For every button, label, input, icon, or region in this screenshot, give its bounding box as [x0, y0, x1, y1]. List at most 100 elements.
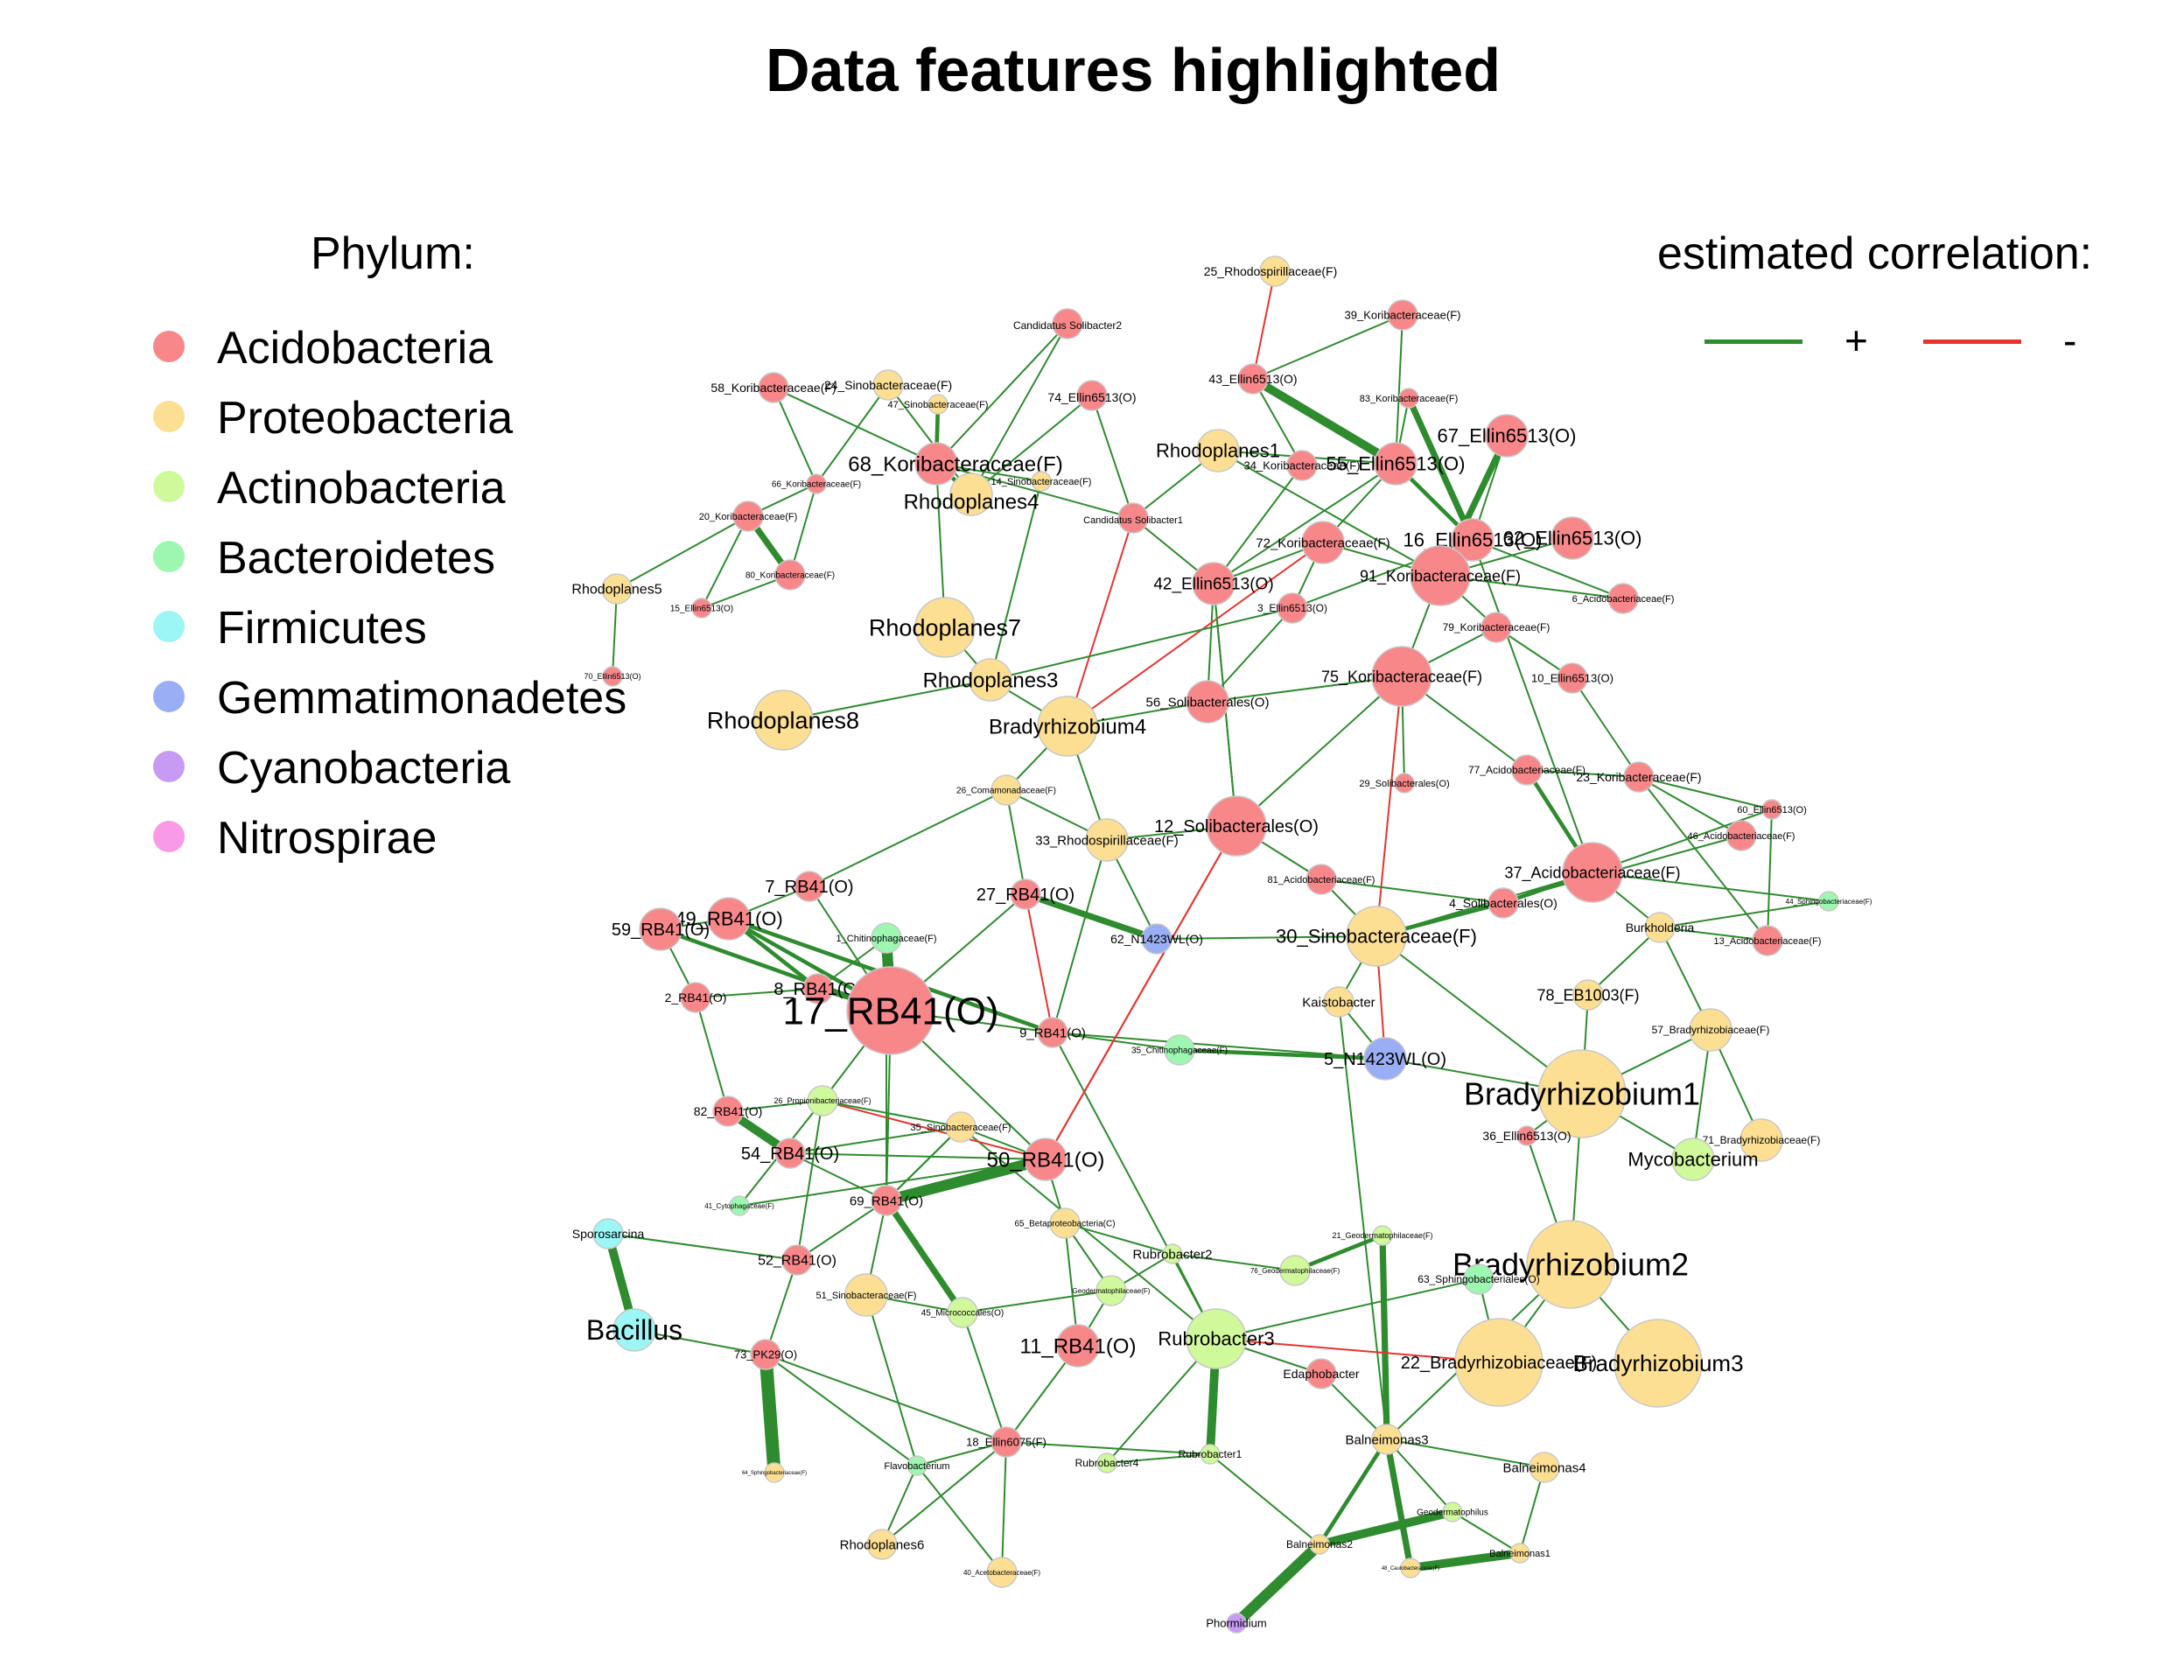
chart-title: Data features highlighted: [765, 36, 1502, 104]
network-node: Balneimonas3: [1345, 1424, 1429, 1455]
network-node: 29_Solibacterales(O): [1359, 773, 1450, 794]
node-circle: [1141, 923, 1172, 955]
node-label: 73_PK29(O): [734, 1348, 797, 1362]
network-node: Flavobacterium: [884, 1455, 950, 1476]
network-node: 60_Ellin6513(O): [1737, 799, 1807, 820]
node-label: 23_Koribacteraceae(F): [1576, 770, 1701, 784]
node-circle: [680, 982, 711, 1013]
node-label: 71_Bradyrhizobiaceae(F): [1703, 1134, 1821, 1146]
network-node: 69_RB41(O): [850, 1185, 923, 1216]
network-node: 83_Koribacteraceae(F): [1360, 388, 1458, 409]
node-label: 56_Solibacterales(O): [1146, 695, 1270, 710]
network-node: 42_Ellin6513(O): [1153, 562, 1274, 606]
network-node: Phormidium: [1206, 1613, 1267, 1634]
network-node: 45_Micrococcales(O): [921, 1297, 1004, 1328]
positive-edge: [1230, 1538, 1326, 1629]
legend-label: Nitrospirae: [217, 813, 438, 864]
node-circle: [1277, 592, 1308, 624]
node-label: 58_Koribacteraceae(F): [710, 381, 836, 395]
positive-edge: [1405, 395, 1476, 543]
node-circle: [1286, 450, 1318, 481]
node-circle: [1511, 754, 1543, 786]
node-label: 46_Acidobacteriaceae(F): [1688, 831, 1796, 842]
node-circle: [1671, 1138, 1715, 1181]
node-label: 25_Rhodospirillaceae(F): [1204, 264, 1338, 278]
node-label: 65_Betaproteobacteria(C): [1014, 1220, 1115, 1229]
positive-edge: [1592, 808, 1773, 873]
node-circle: [602, 666, 623, 687]
positive-edge: [960, 1126, 1217, 1340]
node-circle: [807, 1085, 838, 1116]
network-node: 1_Chitinophagaceae(F): [836, 922, 936, 954]
node-circle: [1485, 414, 1529, 458]
network-node: 30_Sinobacteraceae(F): [1276, 906, 1477, 967]
node-label: 49_RB41(O): [675, 908, 783, 930]
network-node: Balneimonas4: [1502, 1452, 1586, 1483]
network-node: 12_Solibacterales(O): [1154, 795, 1319, 857]
network-node: 40_Acetobacteraceae(F): [963, 1557, 1040, 1588]
positive-edge: [1091, 395, 1134, 519]
positive-edge: [1659, 927, 1768, 942]
positive-edge: [886, 1126, 962, 1201]
network-node: 71_Bradyrhizobiaceae(F): [1703, 1118, 1821, 1162]
node-label: 3_Ellin6513(O): [1257, 602, 1327, 614]
node-circle: [1259, 256, 1291, 287]
network-node: 20_Koribacteraceae(F): [699, 500, 797, 532]
positive-edge: [1217, 450, 1441, 577]
node-label: Mycobacterium: [1628, 1149, 1758, 1171]
positive-edge: [1767, 808, 1773, 942]
node-circle: [1306, 1358, 1337, 1390]
node-label: Edaphobacter: [1283, 1367, 1360, 1381]
node-label: Geodermatophilus: [1417, 1508, 1488, 1518]
node-circle: [1096, 1275, 1127, 1306]
network-node: 70_Ellin6513(O): [584, 666, 641, 687]
node-circle: [712, 1096, 744, 1127]
node-label: 54_RB41(O): [741, 1144, 839, 1164]
positive-edge: [1379, 1232, 1390, 1443]
network-node: 22_Bradyrhizobiaceae(F): [1401, 1318, 1597, 1407]
legend-label: Cyanobacteria: [217, 743, 511, 794]
node-label: 42_Ellin6513(O): [1153, 576, 1273, 594]
node-circle: [1049, 1208, 1081, 1239]
positive-edge: [789, 1152, 1046, 1160]
positive-edge: [1317, 1437, 1390, 1547]
network-node: 16_Ellin6513(O): [1404, 518, 1542, 562]
node-label: 35_Chitinophagaceae(F): [1131, 1046, 1228, 1056]
legend-item-actinobacteria: Actinobacteria: [149, 452, 674, 522]
node-circle: [732, 500, 764, 532]
node-label: 81_Acidobacteriaceae(F): [1268, 875, 1376, 886]
node-label: 74_Ellin6513(O): [1047, 390, 1136, 404]
node-circle: [1186, 1308, 1247, 1369]
legend-item-acidobacteria: Acidobacteria: [149, 312, 674, 382]
legend-item-gemmatimonadetes: Gemmatimonadetes: [149, 662, 674, 732]
positive-edge: [1526, 769, 1640, 778]
node-circle: [592, 1218, 624, 1250]
negative-edge: [1045, 825, 1237, 1160]
node-circle: [1516, 1125, 1537, 1146]
negative-correlation-symbol: -: [2063, 318, 2077, 363]
network-node: 81_Acidobacteriaceae(F): [1268, 864, 1376, 895]
node-circle: [1371, 646, 1432, 707]
node-circle: [1117, 502, 1149, 534]
node-label: 82_RB41(O): [694, 1104, 763, 1118]
network-node: 26_Propionibacteriaceae(F): [774, 1085, 872, 1116]
node-label: 36_Ellin6513(O): [1482, 1129, 1571, 1143]
node-circle: [871, 922, 902, 954]
node-label: 2_RB41(O): [665, 990, 727, 1004]
network-node: Geodermatophilaceae(F): [1073, 1275, 1151, 1306]
node-circle: [1346, 906, 1407, 967]
node-label: 78_EB1003(F): [1536, 986, 1639, 1004]
positive-edge: [1452, 1511, 1521, 1554]
positive-edge: [1215, 1278, 1480, 1340]
node-circle: [1526, 1220, 1615, 1309]
node-label: Rhodoplanes6: [840, 1537, 925, 1552]
node-label: Rhodoplanes7: [869, 614, 1021, 640]
legend-swatch: [153, 611, 185, 642]
positive-edge: [634, 1329, 766, 1355]
positive-edge: [1439, 575, 1624, 599]
network-node: 82_RB41(O): [694, 1096, 763, 1127]
negative-edge: [1067, 517, 1134, 727]
node-label: 76_Geodermatophilaceae(F): [1250, 1267, 1340, 1275]
positive-edge: [1320, 878, 1504, 904]
phylum-legend-title: Phylum:: [311, 228, 475, 279]
